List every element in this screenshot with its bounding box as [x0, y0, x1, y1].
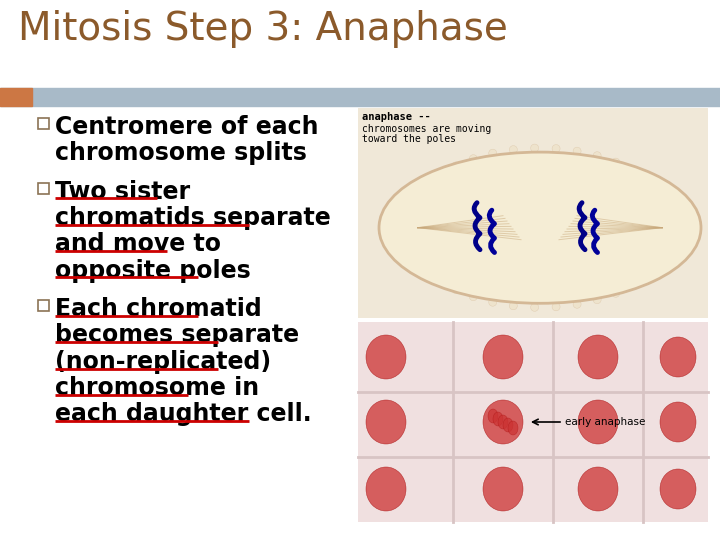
Ellipse shape [578, 467, 618, 511]
Ellipse shape [469, 154, 477, 163]
Ellipse shape [612, 289, 620, 298]
Bar [0, 88, 32, 106]
Text: Centromere of each: Centromere of each [55, 115, 318, 139]
Ellipse shape [531, 303, 539, 312]
Text: Each chromatid: Each chromatid [55, 297, 262, 321]
Text: opposite poles: opposite poles [55, 259, 251, 283]
Ellipse shape [483, 335, 523, 379]
Ellipse shape [407, 205, 415, 213]
Ellipse shape [493, 412, 503, 426]
Ellipse shape [662, 249, 670, 257]
Ellipse shape [451, 286, 459, 293]
Text: chromosome in: chromosome in [55, 376, 259, 400]
Text: chromatids separate: chromatids separate [55, 206, 330, 230]
Ellipse shape [654, 187, 662, 194]
Ellipse shape [413, 192, 421, 200]
Ellipse shape [483, 467, 523, 511]
Text: becomes separate: becomes separate [55, 323, 299, 347]
Ellipse shape [451, 162, 459, 170]
Ellipse shape [573, 300, 581, 308]
Ellipse shape [489, 298, 497, 306]
Ellipse shape [483, 400, 523, 444]
Ellipse shape [469, 293, 477, 301]
Bar [38, 118, 49, 129]
Ellipse shape [403, 230, 411, 238]
Ellipse shape [407, 243, 415, 251]
Ellipse shape [667, 211, 675, 219]
Ellipse shape [436, 171, 444, 179]
Text: Two sister: Two sister [55, 180, 190, 204]
Ellipse shape [423, 181, 431, 189]
Ellipse shape [509, 146, 518, 153]
Ellipse shape [612, 158, 620, 166]
Ellipse shape [498, 415, 508, 429]
Ellipse shape [662, 199, 670, 206]
Text: and move to: and move to [55, 232, 221, 256]
Ellipse shape [366, 467, 406, 511]
Bar [38, 183, 49, 194]
Text: Mitosis Step 3: Anaphase: Mitosis Step 3: Anaphase [18, 10, 508, 48]
Ellipse shape [488, 409, 498, 423]
Ellipse shape [670, 224, 678, 232]
Ellipse shape [660, 402, 696, 442]
Ellipse shape [573, 147, 581, 155]
Text: early anaphase: early anaphase [565, 417, 645, 427]
Ellipse shape [670, 224, 678, 232]
Ellipse shape [508, 421, 518, 435]
Ellipse shape [403, 217, 411, 225]
Text: toward the poles: toward the poles [362, 134, 456, 144]
Text: anaphase --: anaphase -- [362, 112, 431, 122]
Bar [358, 108, 708, 318]
Ellipse shape [642, 272, 651, 280]
Ellipse shape [509, 302, 518, 310]
Ellipse shape [667, 237, 675, 245]
Ellipse shape [654, 261, 662, 269]
Text: chromosome splits: chromosome splits [55, 141, 307, 165]
Ellipse shape [379, 152, 701, 303]
Ellipse shape [578, 400, 618, 444]
Text: chromosomes are moving: chromosomes are moving [362, 124, 491, 134]
Ellipse shape [366, 335, 406, 379]
Text: each daughter cell.: each daughter cell. [55, 402, 312, 427]
Ellipse shape [552, 303, 560, 311]
Ellipse shape [366, 400, 406, 444]
Ellipse shape [660, 337, 696, 377]
Ellipse shape [423, 266, 431, 274]
Ellipse shape [503, 418, 513, 432]
Bar [0, 88, 720, 106]
Ellipse shape [552, 145, 560, 153]
Ellipse shape [593, 152, 601, 160]
Text: (non-replicated): (non-replicated) [55, 350, 271, 374]
Ellipse shape [629, 166, 636, 174]
Bar [358, 322, 708, 522]
Ellipse shape [489, 149, 497, 157]
Ellipse shape [436, 276, 444, 285]
Bar [38, 300, 49, 311]
Ellipse shape [593, 296, 601, 303]
Ellipse shape [531, 144, 539, 152]
Ellipse shape [642, 176, 651, 184]
Ellipse shape [660, 469, 696, 509]
Ellipse shape [413, 255, 421, 263]
Ellipse shape [629, 281, 636, 289]
Ellipse shape [578, 335, 618, 379]
